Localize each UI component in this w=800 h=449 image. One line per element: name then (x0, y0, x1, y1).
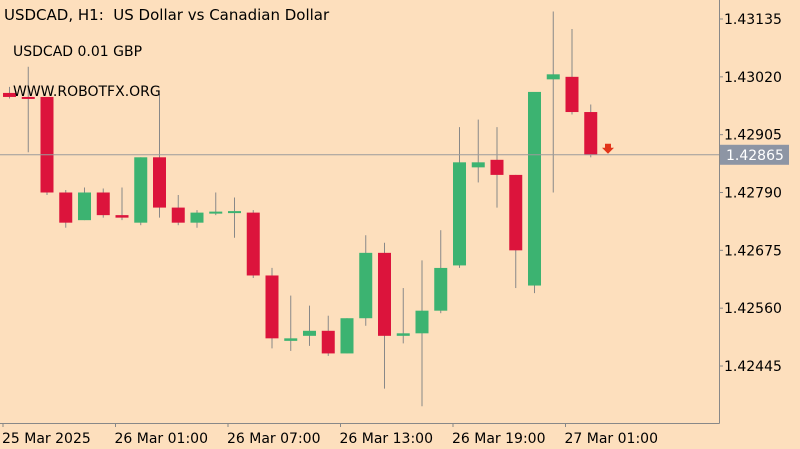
candle-bear (321, 330, 335, 354)
candle-bull (471, 162, 485, 168)
candle-bear (3, 92, 16, 97)
candle-bull (434, 267, 448, 311)
candle-bull (546, 74, 560, 80)
candle-bear (59, 192, 73, 223)
candle-bull (340, 318, 354, 354)
price-tick-label: 1.42675 (724, 243, 782, 259)
time-tick-label: 26 Mar 07:00 (227, 431, 320, 447)
sell-arrow-icon (602, 143, 614, 154)
candle-bear (153, 157, 166, 208)
info-line-website: WWW.ROBOTFX.ORG (13, 84, 161, 100)
price-tick-label: 1.42560 (724, 301, 782, 317)
candle-bear (115, 215, 129, 218)
candle-bull (134, 157, 148, 223)
candle-bull (190, 212, 204, 223)
time-tick-label: 26 Mar 13:00 (340, 431, 433, 447)
candle-bull (396, 333, 410, 336)
info-line-symbol: USDCAD 0.01 GBP (13, 44, 143, 60)
candle-bear (378, 252, 391, 336)
chart-title: USDCAD, H1: US Dollar vs Canadian Dollar (4, 6, 330, 24)
candle-bear (584, 112, 598, 155)
candle-bear (509, 174, 523, 251)
candles-layer (3, 11, 614, 407)
candle-bear (96, 192, 110, 216)
candle-bull (78, 192, 91, 221)
price-tick-label: 1.43135 (724, 12, 782, 28)
time-tick-label: 26 Mar 19:00 (452, 431, 545, 447)
time-tick-label: 27 Mar 01:00 (565, 431, 658, 447)
time-tick-label: 26 Mar 01:00 (115, 431, 208, 447)
candle-bear (171, 207, 185, 223)
candle-bull (415, 310, 429, 334)
price-tick-label: 1.43020 (724, 70, 782, 86)
candle-bear (21, 96, 35, 99)
candle-bull (453, 162, 466, 266)
candle-bull (359, 252, 373, 319)
candle-bull (303, 330, 316, 336)
current-price-label: 1.42865 (726, 148, 784, 164)
time-tick-label: 25 Mar 2025 (2, 431, 91, 447)
candle-bull (228, 211, 241, 214)
candle-bull (528, 91, 541, 286)
candle-bear (40, 96, 54, 193)
candle-bear (565, 76, 579, 113)
candle-bear (490, 159, 504, 175)
price-tick-label: 1.42445 (724, 359, 782, 375)
candle-bull (284, 338, 298, 341)
price-tick-label: 1.42905 (724, 128, 782, 144)
price-tick-label: 1.42790 (724, 186, 782, 202)
candle-bear (246, 212, 260, 276)
candle-bear (265, 275, 279, 339)
candle-bull (209, 211, 223, 214)
current-price-badge (720, 144, 789, 165)
